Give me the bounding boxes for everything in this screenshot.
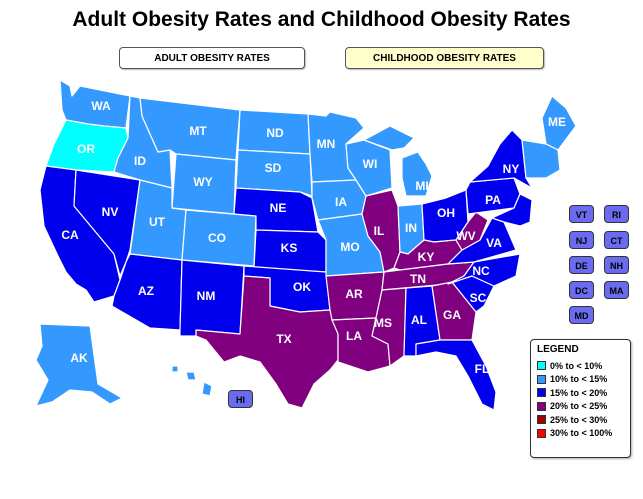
legend-item: 0% to < 10% <box>537 359 630 373</box>
state-button-dc[interactable]: DC <box>569 281 594 299</box>
state-button-md[interactable]: MD <box>569 306 594 324</box>
state-button-ri[interactable]: RI <box>604 205 629 223</box>
state-button-de[interactable]: DE <box>569 256 594 274</box>
state-hi[interactable] <box>171 365 213 397</box>
state-wv[interactable] <box>455 211 489 251</box>
legend-swatch <box>537 428 546 438</box>
state-ks[interactable] <box>253 229 327 273</box>
state-button-ct[interactable]: CT <box>604 231 629 249</box>
map-title: Adult Obesity Rates and Childhood Obesit… <box>72 8 571 31</box>
legend-item: 10% to < 15% <box>537 373 630 387</box>
legend-swatch <box>537 415 546 425</box>
state-sd[interactable] <box>235 149 313 197</box>
legend-title: LEGEND <box>537 344 579 355</box>
state-nd[interactable] <box>237 109 311 155</box>
state-wy[interactable] <box>171 153 237 215</box>
state-new-england[interactable] <box>521 139 561 179</box>
state-button-hi[interactable]: HI <box>228 390 253 408</box>
legend-label: 20% to < 25% <box>550 401 608 412</box>
state-fl[interactable] <box>415 339 497 411</box>
legend-item: 15% to < 20% <box>537 386 630 400</box>
childhood-obesity-toggle[interactable]: CHILDHOOD OBESITY RATES <box>345 47 544 69</box>
state-ga[interactable] <box>431 281 477 341</box>
legend-label: 0% to < 10% <box>550 360 603 371</box>
legend-item: 20% to < 25% <box>537 400 630 414</box>
state-nj-md-de[interactable] <box>491 193 533 227</box>
state-ak[interactable] <box>35 323 123 407</box>
state-button-vt[interactable]: VT <box>569 205 594 223</box>
legend: LEGEND 0% to < 10% 10% to < 15% 15% to <… <box>530 339 631 458</box>
legend-swatch <box>537 388 546 398</box>
legend-item: 30% to < 100% <box>537 427 630 441</box>
legend-label: 10% to < 15% <box>550 374 608 385</box>
state-button-nj[interactable]: NJ <box>569 231 594 249</box>
legend-item: 25% to < 30% <box>537 413 630 427</box>
adult-obesity-toggle[interactable]: ADULT OBESITY RATES <box>119 47 305 69</box>
state-co[interactable] <box>181 209 257 267</box>
state-me[interactable] <box>541 95 577 151</box>
legend-label: 15% to < 20% <box>550 387 608 398</box>
state-tx[interactable] <box>195 275 339 409</box>
state-ar[interactable] <box>325 271 385 321</box>
state-ny[interactable] <box>469 129 533 189</box>
state-button-nh[interactable]: NH <box>604 256 629 274</box>
state-nm[interactable] <box>179 259 245 337</box>
legend-swatch <box>537 401 546 411</box>
state-mi[interactable] <box>363 125 433 197</box>
legend-label: 25% to < 30% <box>550 414 608 425</box>
state-il[interactable] <box>361 189 401 273</box>
legend-label: 30% to < 100% <box>550 428 613 439</box>
legend-swatch <box>537 361 546 371</box>
state-nc[interactable] <box>447 253 521 287</box>
legend-swatch <box>537 374 546 384</box>
state-button-ma[interactable]: MA <box>604 281 629 299</box>
